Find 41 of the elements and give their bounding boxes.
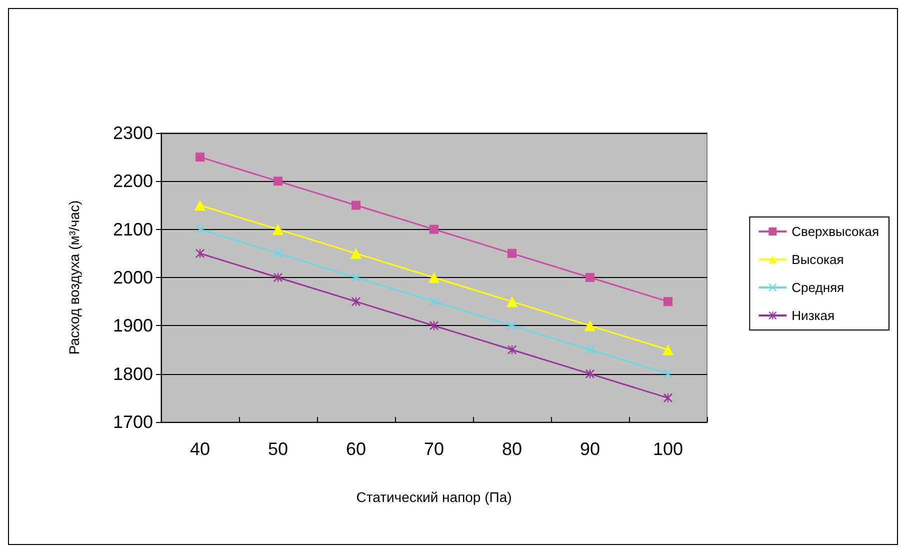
point bbox=[430, 321, 438, 330]
x-tick-label: 70 bbox=[424, 439, 444, 459]
point bbox=[586, 273, 594, 282]
y-tick-label: 2200 bbox=[112, 171, 153, 192]
point bbox=[352, 200, 360, 210]
point bbox=[508, 321, 516, 330]
point bbox=[274, 176, 282, 186]
legend-label: Средняя bbox=[792, 280, 844, 295]
y-tick-label: 2100 bbox=[112, 219, 153, 240]
legend-label: Высокая bbox=[792, 252, 844, 267]
y-tick-label: 1800 bbox=[112, 364, 153, 384]
point bbox=[350, 248, 362, 259]
y-tick-label: 2300 bbox=[112, 123, 153, 143]
x-tick-label: 80 bbox=[502, 439, 522, 459]
point bbox=[430, 224, 438, 234]
point bbox=[584, 320, 596, 332]
point bbox=[272, 224, 284, 235]
point bbox=[662, 344, 674, 356]
y-tick-label: 2000 bbox=[112, 268, 153, 288]
y-tick-label: 1700 bbox=[112, 412, 153, 432]
y-tick-label: 1900 bbox=[112, 316, 153, 336]
y-axis-title: Расход воздуха (м³/час) bbox=[66, 200, 82, 355]
point bbox=[508, 248, 516, 258]
point bbox=[506, 296, 518, 308]
legend-label: Сверхвысокая bbox=[792, 224, 880, 239]
point bbox=[586, 369, 594, 378]
x-axis-title: Статический напор (Па) bbox=[356, 489, 512, 505]
point bbox=[664, 297, 672, 306]
x-tick-label: 50 bbox=[268, 439, 288, 459]
point bbox=[586, 345, 594, 354]
point bbox=[664, 369, 672, 378]
x-tick-label: 40 bbox=[190, 439, 210, 459]
point bbox=[508, 345, 516, 354]
point bbox=[196, 152, 204, 162]
point bbox=[194, 200, 206, 211]
legend-label: Низкая bbox=[792, 308, 835, 323]
x-tick-label: 60 bbox=[346, 439, 366, 459]
point bbox=[196, 224, 204, 234]
point bbox=[428, 272, 440, 283]
x-tick-label: 100 bbox=[652, 439, 684, 459]
x-tick-label: 90 bbox=[580, 439, 600, 459]
